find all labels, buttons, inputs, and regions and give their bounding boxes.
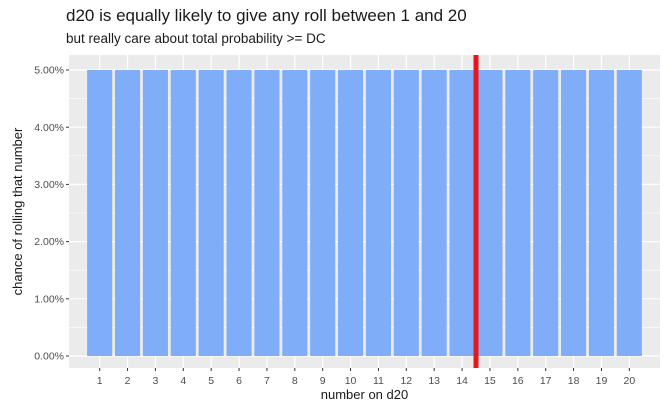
y-tick-label: 2.00%	[34, 236, 64, 248]
x-tick-label: 3	[152, 375, 158, 387]
bar	[87, 70, 113, 356]
bar	[226, 70, 252, 356]
x-axis-title: number on d20	[321, 387, 408, 402]
x-tick-label: 18	[568, 375, 580, 387]
bar	[282, 70, 308, 356]
bar	[393, 70, 419, 356]
bar	[449, 70, 475, 356]
x-tick-label: 19	[596, 375, 608, 387]
x-tick-label: 17	[540, 375, 552, 387]
x-tick-label: 11	[373, 375, 384, 387]
bar	[561, 70, 587, 356]
y-tick-label: 0.00%	[34, 351, 64, 363]
bar	[477, 70, 503, 356]
chart-title: d20 is equally likely to give any roll b…	[66, 6, 467, 25]
bars	[87, 70, 642, 356]
x-tick-label: 16	[512, 375, 524, 387]
x-tick-label: 12	[400, 375, 412, 387]
bar	[338, 70, 364, 356]
x-tick-label: 10	[345, 375, 357, 387]
y-axis: 0.00% 1.00% 2.00% 3.00% 4.00% 5.00%	[34, 65, 69, 363]
x-axis: 1 2 3 4 5 6 7 8 9 10 11 12 13 14 15 16 17 18 19 20	[97, 368, 635, 387]
bar	[616, 70, 642, 356]
y-tick-label: 3.00%	[34, 179, 64, 191]
bar	[310, 70, 336, 356]
bar	[533, 70, 559, 356]
bar	[254, 70, 280, 356]
y-tick-label: 5.00%	[34, 65, 64, 77]
x-tick-label: 9	[320, 375, 326, 387]
bar	[198, 70, 224, 356]
y-tick-label: 1.00%	[34, 293, 64, 305]
bar	[142, 70, 168, 356]
y-tick-label: 4.00%	[34, 122, 64, 134]
bar	[170, 70, 196, 356]
x-tick-label: 6	[236, 375, 242, 387]
bar	[365, 70, 391, 356]
x-tick-label: 15	[484, 375, 496, 387]
x-tick-label: 13	[428, 375, 440, 387]
x-tick-label: 1	[97, 375, 103, 387]
x-tick-label: 7	[264, 375, 270, 387]
x-tick-label: 2	[125, 375, 131, 387]
x-tick-label: 20	[623, 375, 635, 387]
x-tick-label: 14	[456, 375, 468, 387]
chart-subtitle: but really care about total probability …	[66, 31, 326, 46]
bar	[588, 70, 615, 356]
x-tick-label: 4	[180, 375, 186, 387]
bar	[505, 70, 531, 356]
bar	[114, 70, 141, 356]
x-tick-label: 8	[292, 375, 298, 387]
y-axis-title: chance of rolling that number	[10, 127, 25, 295]
bar	[421, 70, 447, 356]
x-tick-label: 5	[208, 375, 214, 387]
